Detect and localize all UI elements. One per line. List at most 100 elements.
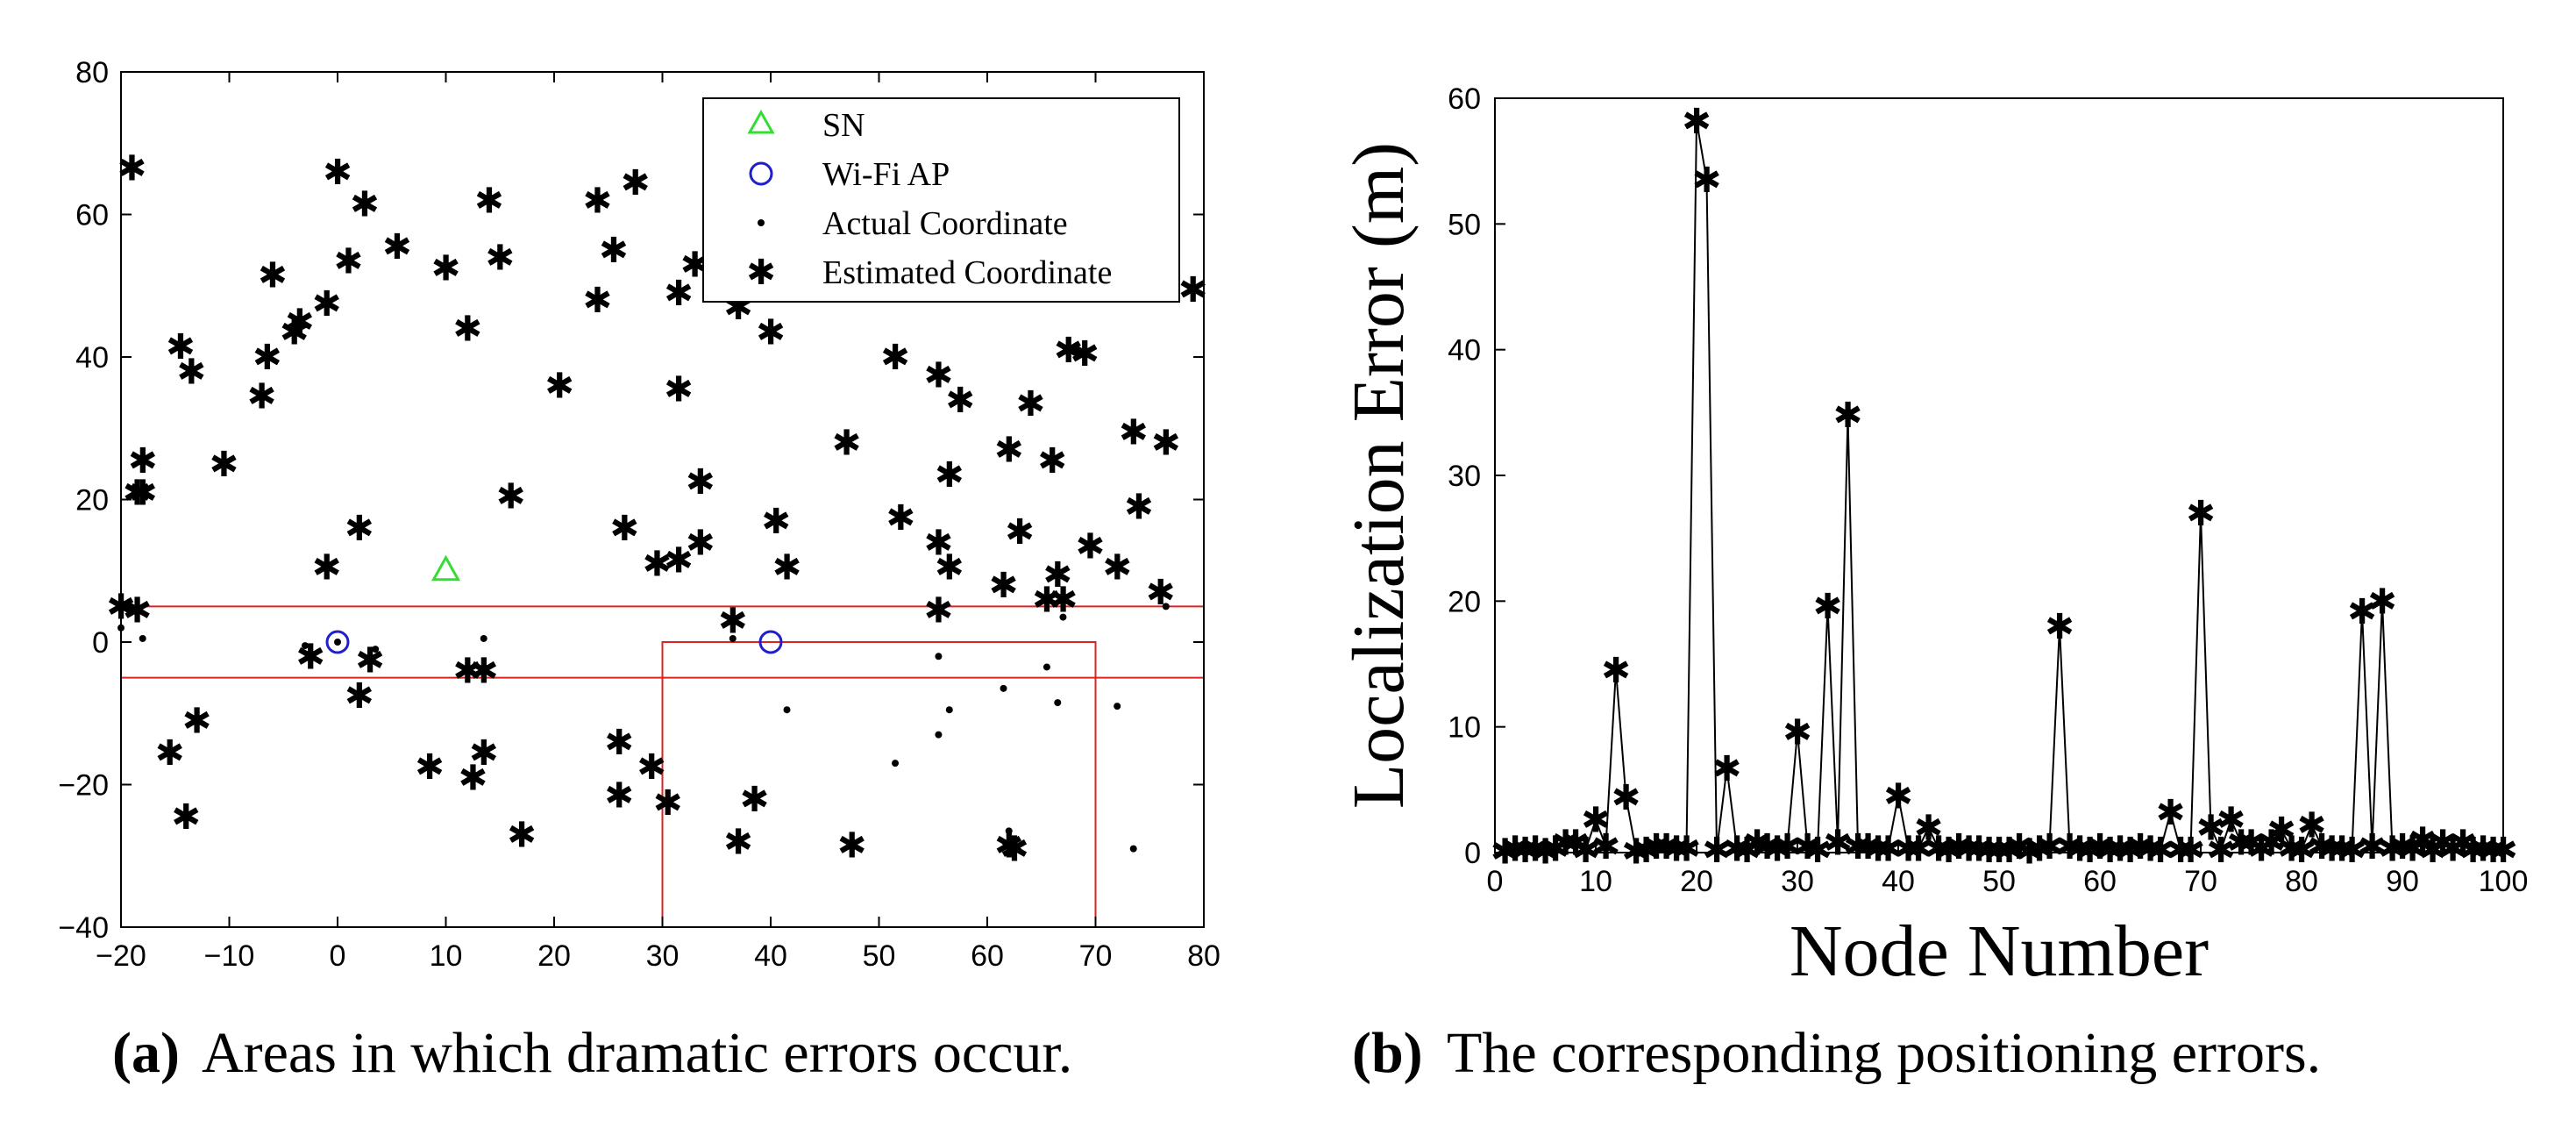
error-point: ✱ — [2105, 830, 2135, 870]
error-point: ✱ — [1571, 831, 1601, 871]
y-tick-label: 20 — [1448, 585, 1481, 618]
error-point: ✱ — [2327, 830, 2357, 870]
error-y-axis-label: Localization Error (m) — [1338, 142, 1420, 809]
y-tick-label: 0 — [92, 626, 109, 660]
x-tick-label: 20 — [537, 939, 571, 973]
x-tick-label: 40 — [754, 939, 787, 973]
error-point: ✱ — [1491, 832, 1520, 873]
estimated-point: ✱ — [1005, 512, 1035, 553]
estimated-point: ✱ — [1102, 548, 1132, 589]
estimated-point: ✱ — [431, 248, 461, 289]
estimated-point: ✱ — [643, 545, 672, 585]
estimated-point: ✱ — [171, 797, 201, 838]
error-point: ✱ — [1551, 824, 1581, 864]
estimated-point: ✱ — [474, 181, 504, 221]
error-x-axis-label: Node Number — [1790, 910, 2209, 992]
y-tick-label: 30 — [1448, 460, 1481, 493]
actual-point — [480, 634, 487, 642]
wifi-ap-marker — [758, 630, 783, 654]
error-point: ✱ — [2065, 830, 2095, 870]
actual-point — [301, 642, 309, 650]
estimated-point: ✱ — [935, 548, 964, 589]
estimated-point: ✱ — [832, 424, 862, 464]
legend-sn-label: SN — [822, 107, 865, 144]
wifi-ap-marker — [325, 630, 350, 654]
error-point: ✱ — [1984, 831, 2014, 871]
actual-point — [117, 624, 125, 632]
error-point: ✱ — [2136, 830, 2166, 870]
estimated-point: ✱ — [415, 747, 445, 788]
estimated-point: ✱ — [312, 548, 342, 589]
error-point: ✱ — [2015, 832, 2045, 873]
actual-point — [1162, 603, 1170, 610]
estimated-point: ✱ — [1146, 573, 1176, 613]
estimated-point: ✱ — [1119, 412, 1149, 453]
estimated-point: ✱ — [599, 231, 629, 271]
estimated-point: ✱ — [128, 473, 158, 513]
estimated-point: ✱ — [880, 338, 910, 378]
error-point: ✱ — [2307, 827, 2337, 867]
y-tick-label: 10 — [1448, 711, 1481, 745]
estimated-point: ✱ — [664, 274, 694, 314]
x-tick-label: 30 — [1781, 865, 1814, 898]
estimated-point: ✱ — [1124, 488, 1154, 528]
error-point: ✱ — [1964, 830, 1994, 870]
x-tick-label: 60 — [971, 939, 1004, 973]
error-point: ✱ — [2055, 827, 2085, 867]
error-point: ✱ — [2408, 821, 2437, 861]
estimated-point: ✱ — [686, 523, 715, 563]
error-point: ✱ — [2257, 824, 2287, 864]
actual-point — [892, 760, 900, 767]
legend-actual-label: Actual Coordinate — [822, 205, 1068, 242]
estimated-point: ✱ — [935, 455, 964, 496]
error-point: ✱ — [2025, 830, 2054, 870]
legend-box — [702, 97, 1180, 303]
x-tick-label: 50 — [863, 939, 896, 973]
estimated-point: ✱ — [182, 701, 212, 741]
estimated-point: ✱ — [1178, 270, 1208, 311]
error-series-markers: ✱✱✱✱✱✱✱✱✱✱✱✱✱✱✱✱✱✱✱✱✱✱✱✱✱✱✱✱✱✱✱✱✱✱✱✱✱✱✱✱… — [1491, 102, 2518, 873]
estimated-point: ✱ — [740, 780, 770, 820]
error-point: ✱ — [2145, 831, 2175, 871]
error-point: ✱ — [1621, 832, 1651, 873]
actual-point — [935, 653, 943, 660]
estimated-point: ✱ — [295, 637, 325, 677]
estimated-point: ✱ — [459, 758, 488, 798]
estimated-point: ✱ — [945, 381, 975, 421]
y-tick-label: −20 — [58, 769, 109, 803]
y-tick-label: 40 — [1448, 334, 1481, 368]
estimated-point: ✱ — [994, 431, 1024, 471]
error-point: ✱ — [1904, 830, 1933, 870]
estimated-point: ✱ — [664, 370, 694, 411]
estimated-point: ✱ — [323, 153, 352, 193]
error-point: ✱ — [1783, 712, 1812, 753]
estimated-point: ✱ — [604, 723, 634, 763]
error-point: ✱ — [2488, 831, 2518, 871]
estimated-point: ✱ — [583, 181, 613, 221]
actual-point — [1054, 699, 1062, 707]
legend-sn-icon — [747, 109, 775, 134]
error-point: ✱ — [2468, 830, 2498, 870]
estimated-point: ✱ — [1043, 555, 1073, 596]
x-tick-label: 20 — [1680, 865, 1713, 898]
error-point: ✱ — [2297, 805, 2327, 846]
error-point: ✱ — [1612, 778, 1641, 818]
error-point: ✱ — [1954, 830, 1984, 870]
error-point: ✱ — [2035, 827, 2065, 867]
error-point: ✱ — [1500, 830, 1530, 870]
actual-point — [372, 646, 380, 653]
estimated-point: ✱ — [155, 733, 185, 774]
error-point: ✱ — [1914, 808, 1944, 848]
error-point: ✱ — [1601, 651, 1631, 691]
estimated-point: ✱ — [117, 149, 147, 189]
error-point: ✱ — [2277, 830, 2307, 870]
x-tick-label: 80 — [1187, 939, 1220, 973]
error-point: ✱ — [1823, 824, 1853, 864]
actual-coordinate-points — [117, 603, 1170, 853]
error-series-line — [1505, 120, 2503, 853]
error-point: ✱ — [2206, 831, 2236, 871]
error-point: ✱ — [1773, 827, 1803, 867]
legend-estimated-label: Estimated Coordinate — [822, 254, 1112, 291]
error-point: ✱ — [2045, 607, 2074, 647]
